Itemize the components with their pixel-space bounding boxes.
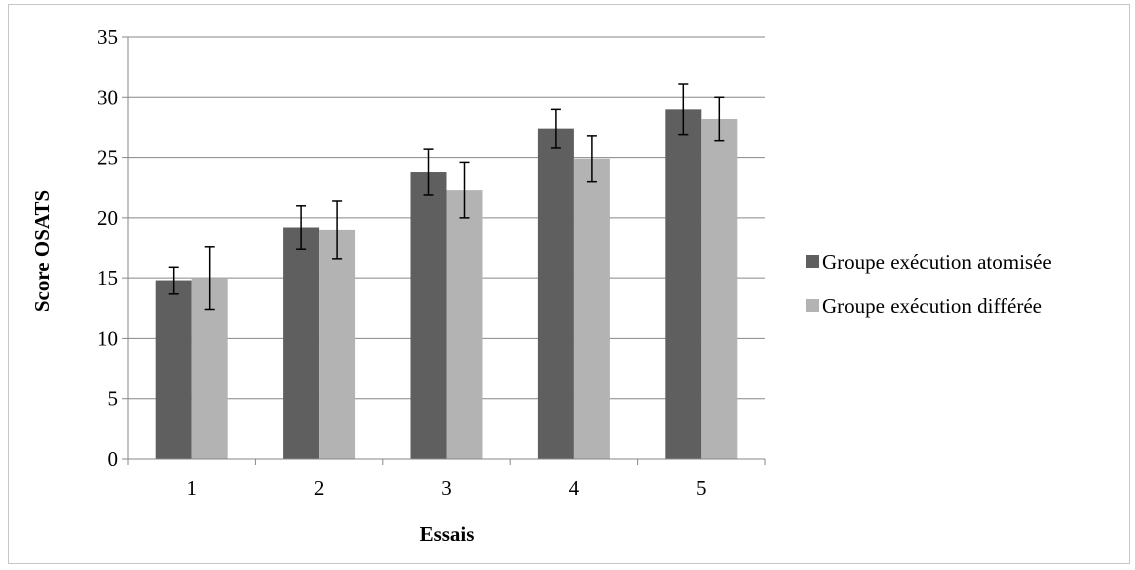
bar xyxy=(665,109,702,459)
bar xyxy=(283,227,320,459)
y-tick-label: 20 xyxy=(97,206,118,230)
legend-label: Groupe exécution différée xyxy=(822,294,1042,318)
legend-label: Groupe exécution atomisée xyxy=(822,250,1052,274)
x-axis-title: Essais xyxy=(420,522,475,546)
legend-swatch xyxy=(806,299,819,312)
y-axis-title: Score OSATS xyxy=(30,190,54,312)
bars xyxy=(155,109,738,460)
legend: Groupe exécution atomisée Groupe exécutio… xyxy=(806,250,1052,318)
bar xyxy=(155,280,192,459)
bar xyxy=(701,118,738,459)
legend-swatch xyxy=(806,255,819,268)
bar xyxy=(319,229,356,459)
x-tick-labels: 1 2 3 4 5 xyxy=(186,476,706,500)
x-tick-label: 4 xyxy=(569,476,580,500)
y-tick-label: 25 xyxy=(97,146,118,170)
error-bars xyxy=(168,83,725,311)
bar xyxy=(537,128,574,459)
x-tick-label: 3 xyxy=(441,476,452,500)
y-tick-label: 5 xyxy=(108,387,119,411)
bar xyxy=(446,190,483,459)
x-tick-label: 1 xyxy=(186,476,197,500)
bar xyxy=(573,158,610,459)
y-tick-label: 10 xyxy=(97,326,118,350)
y-tick-label: 35 xyxy=(97,25,118,49)
y-tick-label: 0 xyxy=(108,447,119,471)
y-tick-label: 15 xyxy=(97,266,118,290)
x-tick-label: 2 xyxy=(314,476,325,500)
axes xyxy=(122,36,766,465)
bar xyxy=(410,172,447,460)
x-tick-label: 5 xyxy=(696,476,707,500)
y-tick-labels: 0 5 10 15 20 25 30 35 xyxy=(97,25,118,471)
y-tick-label: 30 xyxy=(97,85,118,109)
